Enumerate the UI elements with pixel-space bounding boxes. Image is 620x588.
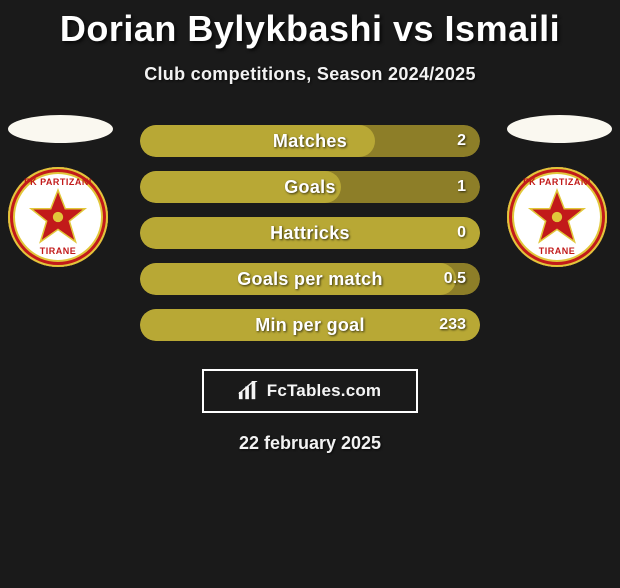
stat-bar-value: 233: [439, 309, 466, 341]
stat-bar-value: 2: [457, 125, 466, 157]
badge-text-top: FK PARTIZANI: [507, 177, 607, 187]
stat-bar-label: Goals per match: [140, 263, 480, 295]
player-right: FK PARTIZANI TIRANE: [507, 115, 612, 267]
player-right-avatar-placeholder: [507, 115, 612, 143]
brand-box[interactable]: FcTables.com: [202, 369, 418, 413]
stat-bar: Goals1: [140, 171, 480, 203]
player-left-avatar-placeholder: [8, 115, 113, 143]
stat-bar-label: Matches: [140, 125, 480, 157]
stat-bar: Matches2: [140, 125, 480, 157]
star-icon: [526, 186, 588, 248]
badge-text-bottom: TIRANE: [8, 246, 108, 256]
player-left: FK PARTIZANI TIRANE: [8, 115, 113, 267]
brand-name: FcTables.com: [265, 381, 384, 401]
stat-bar-value: 1: [457, 171, 466, 203]
stat-bar: Hattricks0: [140, 217, 480, 249]
badge-text-top: FK PARTIZANI: [8, 177, 108, 187]
stat-bar-label: Goals: [140, 171, 480, 203]
player-right-club-badge: FK PARTIZANI TIRANE: [507, 167, 607, 267]
comparison-content: FK PARTIZANI TIRANE FK PARTIZANI TIRANE …: [0, 115, 620, 341]
stat-bar-label: Min per goal: [140, 309, 480, 341]
player-left-club-badge: FK PARTIZANI TIRANE: [8, 167, 108, 267]
stat-bar-label: Hattricks: [140, 217, 480, 249]
stat-bars: Matches2Goals1Hattricks0Goals per match0…: [140, 115, 480, 341]
star-icon: [27, 186, 89, 248]
snapshot-date: 22 february 2025: [0, 433, 620, 454]
stat-bar: Goals per match0.5: [140, 263, 480, 295]
stat-bar-value: 0.5: [444, 263, 466, 295]
page-title: Dorian Bylykbashi vs Ismaili: [0, 8, 620, 50]
badge-text-bottom: TIRANE: [507, 246, 607, 256]
stat-bar: Min per goal233: [140, 309, 480, 341]
subtitle: Club competitions, Season 2024/2025: [0, 64, 620, 85]
bar-chart-icon: [237, 381, 259, 401]
stat-bar-value: 0: [457, 217, 466, 249]
